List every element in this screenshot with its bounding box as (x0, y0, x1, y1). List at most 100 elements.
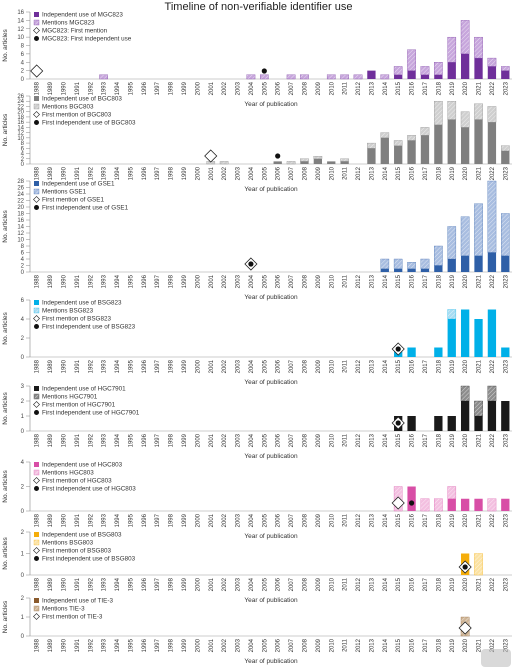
x-tick-label: 2003 (236, 81, 242, 95)
x-tick-label: 1996 (142, 577, 148, 591)
x-tick-label: 2016 (410, 577, 416, 591)
x-tick-label: 1988 (35, 638, 41, 652)
legend-swatch-first-independent-use (34, 205, 39, 210)
x-tick-label: 1992 (88, 274, 94, 288)
x-tick-label: 2002 (222, 81, 228, 95)
bar-independent-2022 (487, 401, 497, 431)
x-tick-label: 2014 (383, 638, 389, 652)
x-tick-label: 1996 (142, 359, 148, 373)
y-tick-label: 22 (17, 199, 24, 205)
x-tick-label: 2010 (329, 513, 335, 527)
x-tick-label: 2023 (503, 166, 509, 180)
x-tick-label: 2006 (276, 638, 282, 652)
bar-independent-2023 (501, 255, 510, 272)
bar-mentions-2009 (313, 156, 323, 159)
x-tick-label: 1993 (102, 274, 108, 288)
x-tick-label: 2022 (490, 359, 496, 373)
x-tick-label: 1988 (35, 166, 41, 180)
bar-independent-2019 (447, 416, 456, 431)
legend-swatch-first-mention (33, 111, 40, 118)
legend-swatch-first-mention (33, 477, 40, 484)
x-tick-label: 2001 (209, 513, 215, 527)
x-tick-label: 2011 (343, 166, 349, 180)
y-tick-label: 12 (17, 131, 24, 137)
bar-independent-2018 (434, 265, 443, 272)
legend-label: Mentions GSE1 (42, 189, 87, 196)
legend-label: First mention of TIE-3 (42, 614, 103, 621)
x-tick-label: 1994 (115, 513, 121, 527)
bar-mentions-2021 (474, 36, 483, 59)
legend-label: Mentions BSG823 (42, 308, 94, 315)
bar-independent-2020 (460, 309, 470, 357)
x-tick-label: 1990 (61, 166, 67, 180)
y-tick-label: 12 (17, 27, 24, 33)
legend-label: Mentions HGC803 (42, 470, 94, 477)
y-tick-label: 4 (21, 60, 25, 66)
x-tick-label: 1989 (48, 433, 54, 447)
x-tick-label: 2012 (356, 638, 362, 652)
figure-title: Timeline of non-verifiable identifier us… (164, 1, 353, 13)
x-tick-label: 2020 (463, 433, 469, 447)
legend-label: Mentions BGC803 (42, 104, 94, 111)
x-tick-label: 1995 (128, 433, 134, 447)
legend-label: First independent use of HGC803 (42, 486, 136, 493)
bar-independent-2011 (340, 161, 349, 164)
bar-independent-2016 (407, 416, 416, 431)
bar-mentions-2022 (487, 57, 497, 67)
x-tick-label: 1991 (75, 513, 81, 527)
bar-independent-2021 (474, 319, 483, 357)
y-axis-label: No. articles (2, 113, 9, 146)
x-tick-label: 1993 (102, 433, 108, 447)
y-tick-label: 24 (17, 192, 24, 198)
x-tick-label: 2002 (222, 166, 228, 180)
y-axis-label: No. articles (2, 391, 9, 424)
x-axis-title: Year of publication (244, 658, 298, 665)
legend-label: Mentions TIE-3 (42, 606, 85, 613)
x-tick-label: 2017 (423, 513, 429, 527)
x-tick-label: 2013 (369, 638, 375, 652)
legend-swatch-mentions (33, 307, 40, 314)
x-tick-label: 2017 (423, 81, 429, 95)
bar-independent-2017 (420, 74, 430, 79)
x-tick-label: 2000 (195, 638, 201, 652)
legend-label: Mentions HGC7901 (42, 394, 98, 401)
first-independent-use-marker (395, 346, 401, 352)
x-tick-label: 2015 (396, 359, 402, 373)
x-tick-label: 2011 (343, 274, 349, 288)
first-mention-marker (30, 64, 44, 78)
x-tick-label: 2001 (209, 359, 215, 373)
y-tick-label: 14 (17, 125, 24, 131)
first-independent-use-marker (395, 420, 401, 426)
legend-swatch-mentions (33, 19, 40, 26)
x-tick-label: 2011 (343, 359, 349, 373)
bar-independent-2015 (394, 145, 403, 164)
x-tick-label: 1993 (102, 513, 108, 527)
x-tick-label: 2015 (396, 638, 402, 652)
x-tick-label: 2022 (490, 638, 496, 652)
x-tick-label: 2010 (329, 81, 335, 95)
bar-independent-2013 (367, 70, 376, 79)
legend-swatch-independent (34, 598, 39, 603)
y-tick-label: 4 (21, 317, 25, 323)
bar-mentions-2015 (393, 140, 403, 146)
x-tick-label: 1997 (155, 433, 161, 447)
bar-mentions-1993 (99, 74, 108, 80)
legend-label: Independent use of TIE-3 (42, 598, 113, 605)
x-tick-label: 2014 (383, 359, 389, 373)
x-tick-label: 1989 (48, 166, 54, 180)
y-tick-label: 3 (21, 384, 25, 390)
legend-label: First mention of HGC7901 (42, 402, 116, 409)
legend-label: Mentions BSG803 (42, 540, 94, 547)
y-tick-label: 4 (21, 257, 25, 263)
x-tick-label: 2007 (289, 81, 295, 95)
x-tick-label: 2016 (410, 513, 416, 527)
bar-mentions-2022 (487, 106, 497, 123)
x-tick-label: 1995 (128, 166, 134, 180)
x-tick-label: 2021 (477, 433, 483, 447)
y-tick-label: 18 (17, 212, 24, 218)
x-tick-label: 1994 (115, 638, 121, 652)
bar-independent-2023 (501, 498, 510, 511)
x-axis-title: Year of publication (244, 533, 298, 540)
x-tick-label: 1989 (48, 577, 54, 591)
